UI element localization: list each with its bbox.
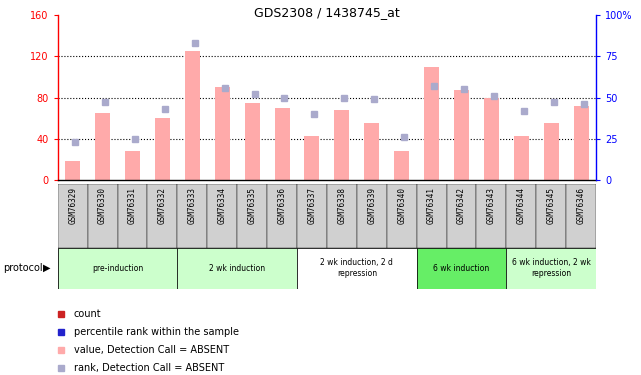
- Text: ▶: ▶: [43, 263, 51, 273]
- Bar: [447, 184, 476, 248]
- Text: GSM76334: GSM76334: [218, 187, 227, 224]
- Bar: [274, 108, 290, 180]
- Bar: [417, 184, 447, 248]
- Bar: [237, 184, 267, 248]
- Bar: [58, 248, 178, 289]
- Bar: [387, 184, 417, 248]
- Bar: [245, 103, 260, 180]
- Text: GSM76342: GSM76342: [457, 187, 466, 224]
- Bar: [58, 184, 88, 248]
- Text: GSM76331: GSM76331: [128, 187, 137, 224]
- Bar: [514, 136, 529, 180]
- Bar: [566, 184, 596, 248]
- Bar: [506, 184, 537, 248]
- Bar: [394, 151, 409, 180]
- Bar: [476, 184, 506, 248]
- Text: GSM76333: GSM76333: [188, 187, 197, 224]
- Bar: [297, 184, 327, 248]
- Text: percentile rank within the sample: percentile rank within the sample: [74, 327, 239, 337]
- Text: 2 wk induction, 2 d
repression: 2 wk induction, 2 d repression: [320, 258, 394, 278]
- Bar: [537, 184, 566, 248]
- Bar: [364, 123, 379, 180]
- Text: GSM76339: GSM76339: [367, 187, 376, 224]
- Bar: [125, 151, 140, 180]
- Text: GSM76335: GSM76335: [247, 187, 256, 224]
- Text: rank, Detection Call = ABSENT: rank, Detection Call = ABSENT: [74, 363, 224, 373]
- Bar: [65, 161, 80, 180]
- Text: count: count: [74, 309, 101, 319]
- Bar: [544, 123, 559, 180]
- Text: value, Detection Call = ABSENT: value, Detection Call = ABSENT: [74, 345, 229, 355]
- Bar: [95, 113, 110, 180]
- Text: 6 wk induction, 2 wk
repression: 6 wk induction, 2 wk repression: [512, 258, 591, 278]
- Text: GSM76332: GSM76332: [158, 187, 167, 224]
- Text: GSM76346: GSM76346: [577, 187, 586, 224]
- Bar: [574, 106, 588, 180]
- Bar: [335, 110, 349, 180]
- Text: GSM76330: GSM76330: [98, 187, 107, 224]
- Bar: [417, 248, 506, 289]
- Bar: [424, 67, 439, 180]
- Bar: [215, 87, 229, 180]
- Bar: [178, 248, 297, 289]
- Text: 2 wk induction: 2 wk induction: [209, 264, 265, 273]
- Bar: [304, 136, 319, 180]
- Text: GSM76338: GSM76338: [337, 187, 346, 224]
- Text: GSM76329: GSM76329: [68, 187, 77, 224]
- Bar: [178, 184, 207, 248]
- Text: GSM76340: GSM76340: [397, 187, 406, 224]
- Text: GSM76341: GSM76341: [427, 187, 436, 224]
- Text: GSM76345: GSM76345: [547, 187, 556, 224]
- Bar: [185, 51, 200, 180]
- Bar: [454, 90, 469, 180]
- Bar: [117, 184, 147, 248]
- Text: GDS2308 / 1438745_at: GDS2308 / 1438745_at: [254, 6, 400, 19]
- Bar: [207, 184, 237, 248]
- Bar: [484, 98, 499, 180]
- Text: protocol: protocol: [3, 263, 43, 273]
- Text: GSM76343: GSM76343: [487, 187, 496, 224]
- Bar: [88, 184, 117, 248]
- Text: GSM76337: GSM76337: [308, 187, 317, 224]
- Text: GSM76344: GSM76344: [517, 187, 526, 224]
- Text: GSM76336: GSM76336: [278, 187, 287, 224]
- Bar: [155, 118, 170, 180]
- Bar: [297, 248, 417, 289]
- Bar: [506, 248, 596, 289]
- Bar: [327, 184, 357, 248]
- Bar: [357, 184, 387, 248]
- Text: pre-induction: pre-induction: [92, 264, 143, 273]
- Bar: [267, 184, 297, 248]
- Bar: [147, 184, 178, 248]
- Text: 6 wk induction: 6 wk induction: [433, 264, 490, 273]
